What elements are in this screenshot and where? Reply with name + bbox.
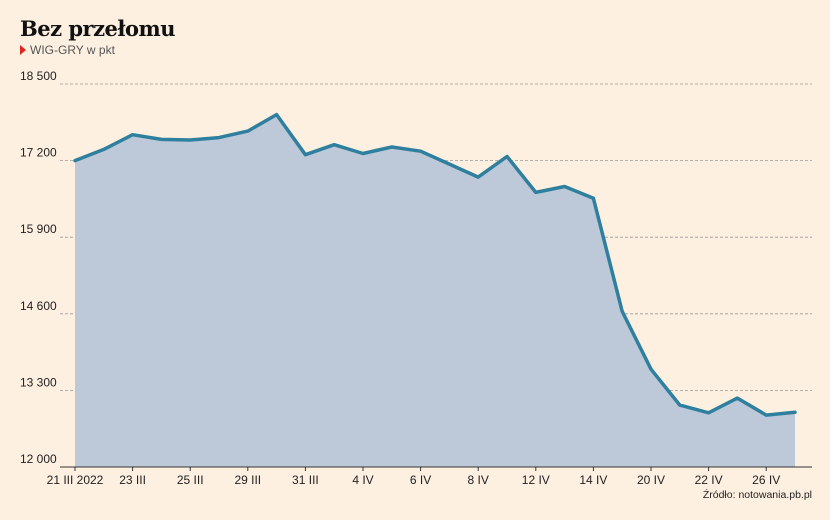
y-tick-label: 17 200 <box>20 146 57 160</box>
x-tick-label: 4 IV <box>352 473 373 487</box>
chart-title: Bez przełomu <box>20 16 175 41</box>
x-tick-label: 6 IV <box>410 473 431 487</box>
source-note: Źródło: notowania.pb.pl <box>702 489 812 501</box>
y-tick-label: 18 500 <box>20 69 57 83</box>
area-fill <box>75 114 795 467</box>
y-tick-label: 15 900 <box>20 222 57 236</box>
triangle-marker-icon <box>20 45 26 55</box>
x-tick-label: 21 III 2022 <box>47 473 104 487</box>
x-tick-label: 31 III <box>292 473 319 487</box>
x-tick-label: 23 III <box>119 473 146 487</box>
x-tick-label: 14 IV <box>579 473 607 487</box>
series-line <box>73 112 797 417</box>
x-tick-label: 29 III <box>234 473 261 487</box>
y-tick-label: 13 300 <box>20 375 57 389</box>
x-tick-label: 12 IV <box>522 473 550 487</box>
y-tick-label: 12 000 <box>20 452 57 466</box>
chart-subtitle: WIG-GRY w pkt <box>20 43 115 57</box>
x-tick-label: 26 IV <box>752 473 780 487</box>
y-tick-label: 14 600 <box>20 299 57 313</box>
x-tick-label: 8 IV <box>468 473 489 487</box>
chart-subtitle-text: WIG-GRY w pkt <box>30 43 115 57</box>
x-tick-label: 22 IV <box>695 473 723 487</box>
x-tick-label: 20 IV <box>637 473 665 487</box>
x-tick-label: 25 III <box>177 473 204 487</box>
